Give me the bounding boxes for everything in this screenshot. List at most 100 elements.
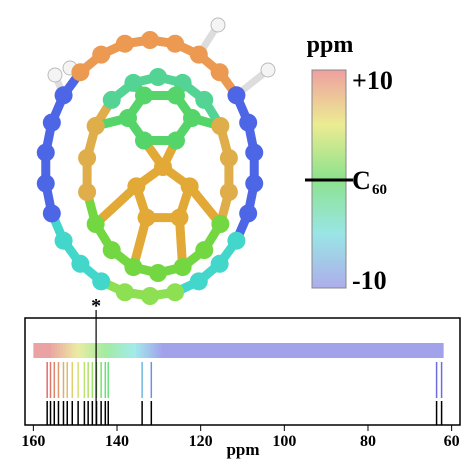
atom xyxy=(211,215,229,233)
atom xyxy=(116,283,134,301)
shift-band xyxy=(80,343,83,358)
atom xyxy=(239,204,257,222)
atom xyxy=(195,241,213,259)
shift-band xyxy=(206,343,209,358)
shift-band xyxy=(60,343,63,358)
shift-band xyxy=(253,343,256,358)
shift-band xyxy=(98,343,101,358)
atom xyxy=(167,86,185,104)
shift-band xyxy=(434,343,437,358)
shift-band xyxy=(177,343,180,358)
shift-band xyxy=(391,343,394,358)
atom xyxy=(92,272,110,290)
shift-band xyxy=(279,343,282,358)
shift-band xyxy=(440,343,443,358)
atom xyxy=(55,232,73,250)
atom xyxy=(190,46,208,64)
shift-band xyxy=(335,343,338,358)
shift-band xyxy=(83,343,86,358)
atom xyxy=(141,31,159,49)
atom xyxy=(37,144,55,162)
shift-band xyxy=(168,343,171,358)
shift-band xyxy=(118,343,121,358)
shift-band xyxy=(212,343,215,358)
shift-band xyxy=(136,343,139,358)
atom xyxy=(211,255,229,273)
shift-band xyxy=(121,343,124,358)
shift-band xyxy=(194,343,197,358)
shift-band xyxy=(320,343,323,358)
annotation: * xyxy=(91,295,101,317)
shift-band xyxy=(312,343,315,358)
atom xyxy=(124,258,142,276)
shift-band xyxy=(361,343,364,358)
shift-band xyxy=(142,343,145,358)
shift-band xyxy=(112,343,115,358)
shift-band xyxy=(276,343,279,358)
atom xyxy=(149,264,167,282)
shift-band xyxy=(86,343,89,358)
x-tick-label: 60 xyxy=(444,433,460,450)
shift-band xyxy=(92,343,95,358)
atom xyxy=(154,158,172,176)
shift-band xyxy=(101,343,104,358)
shift-band xyxy=(130,343,133,358)
molecule xyxy=(37,18,275,305)
shift-band xyxy=(262,343,265,358)
colorbar-tick-label: -10 xyxy=(352,266,387,295)
shift-band xyxy=(288,343,291,358)
shift-band xyxy=(273,343,276,358)
atom xyxy=(119,109,137,127)
shift-band xyxy=(423,343,426,358)
atom xyxy=(166,35,184,53)
atom xyxy=(211,63,229,81)
x-axis-label: ppm xyxy=(226,440,259,459)
atom xyxy=(135,132,153,150)
atom xyxy=(43,204,61,222)
shift-band xyxy=(408,343,411,358)
shift-band xyxy=(54,343,57,358)
shift-band xyxy=(309,343,312,358)
shift-band xyxy=(344,343,347,358)
colorbar-tick-label: C xyxy=(352,166,371,195)
atom xyxy=(245,174,263,192)
shift-band xyxy=(66,343,69,358)
shift-band xyxy=(393,343,396,358)
shift-band xyxy=(265,343,268,358)
shift-band xyxy=(36,343,39,358)
atom xyxy=(141,287,159,305)
shift-band xyxy=(150,343,153,358)
shift-band xyxy=(191,343,194,358)
atom xyxy=(138,209,156,227)
shift-band xyxy=(227,343,230,358)
shift-band xyxy=(174,343,177,358)
shift-band xyxy=(294,343,297,358)
shift-band xyxy=(437,343,440,358)
shift-band xyxy=(139,343,142,358)
shift-band xyxy=(426,343,429,358)
shift-band xyxy=(238,343,241,358)
atom xyxy=(181,177,199,195)
shift-band xyxy=(388,343,391,358)
atom xyxy=(78,183,96,201)
shift-band xyxy=(183,343,186,358)
shift-band xyxy=(355,343,358,358)
atom xyxy=(87,215,105,233)
shift-band xyxy=(224,343,227,358)
shift-band xyxy=(317,343,320,358)
shift-band xyxy=(133,343,136,358)
atom xyxy=(227,232,245,250)
shift-band xyxy=(314,343,317,358)
shift-band xyxy=(411,343,414,358)
shift-band xyxy=(259,343,262,358)
atom xyxy=(149,68,167,86)
shift-band xyxy=(215,343,218,358)
shift-band xyxy=(148,343,151,358)
atom xyxy=(245,144,263,162)
shift-band xyxy=(297,343,300,358)
atom xyxy=(220,183,238,201)
x-tick-label: 160 xyxy=(21,433,45,450)
atom xyxy=(116,35,134,53)
atom xyxy=(43,114,61,132)
colorbar-title: ppm xyxy=(307,32,354,58)
